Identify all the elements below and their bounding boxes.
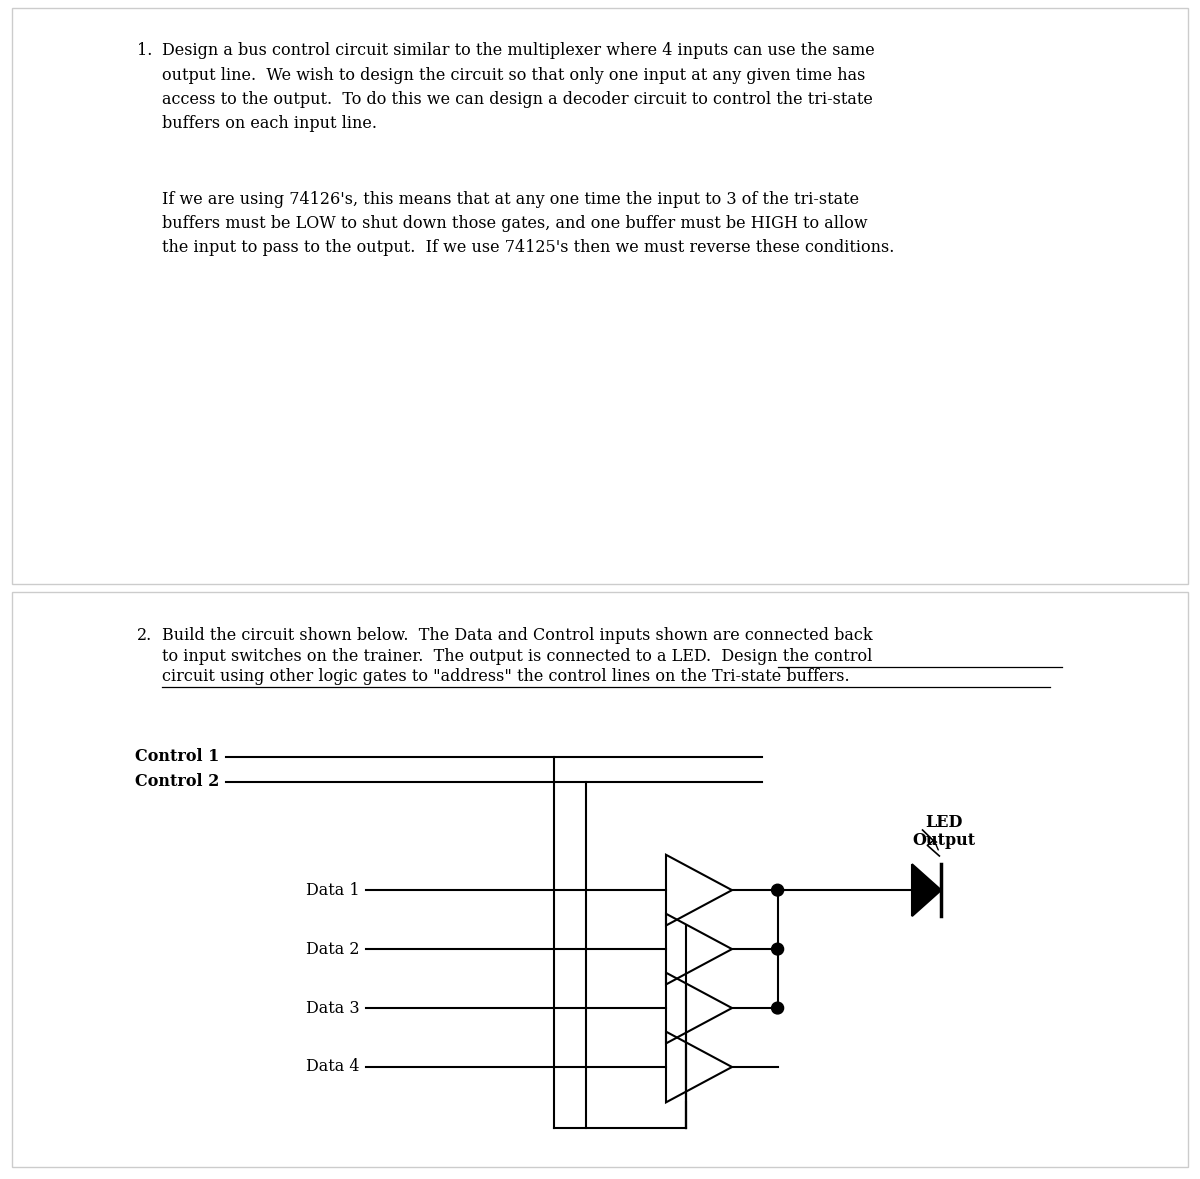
- Text: Data 3: Data 3: [306, 1000, 360, 1016]
- Text: Control 1: Control 1: [136, 749, 220, 765]
- FancyBboxPatch shape: [12, 592, 1188, 1167]
- Text: Data 1: Data 1: [306, 882, 360, 898]
- Text: If we are using 74126's, this means that at any one time the input to 3 of the t: If we are using 74126's, this means that…: [162, 191, 894, 256]
- Circle shape: [772, 1002, 784, 1014]
- Polygon shape: [912, 864, 941, 916]
- FancyBboxPatch shape: [12, 8, 1188, 584]
- Text: Data 4: Data 4: [306, 1059, 360, 1075]
- Text: Control 2: Control 2: [136, 773, 220, 790]
- Text: to input switches on the trainer.  The output is connected to a LED.  Design the: to input switches on the trainer. The ou…: [162, 648, 872, 665]
- Text: Build the circuit shown below.  The Data and Control inputs shown are connected : Build the circuit shown below. The Data …: [162, 627, 872, 644]
- Circle shape: [772, 884, 784, 896]
- Text: 2.: 2.: [137, 627, 152, 644]
- Text: Data 2: Data 2: [306, 941, 360, 957]
- Circle shape: [772, 943, 784, 955]
- Text: Design a bus control circuit similar to the multiplexer where 4 inputs can use t: Design a bus control circuit similar to …: [162, 42, 875, 132]
- Text: circuit using other logic gates to "address" the control lines on the Tri-state : circuit using other logic gates to "addr…: [162, 668, 850, 685]
- Text: Output: Output: [912, 832, 976, 849]
- Text: LED: LED: [925, 815, 962, 831]
- Text: 1.: 1.: [137, 42, 152, 59]
